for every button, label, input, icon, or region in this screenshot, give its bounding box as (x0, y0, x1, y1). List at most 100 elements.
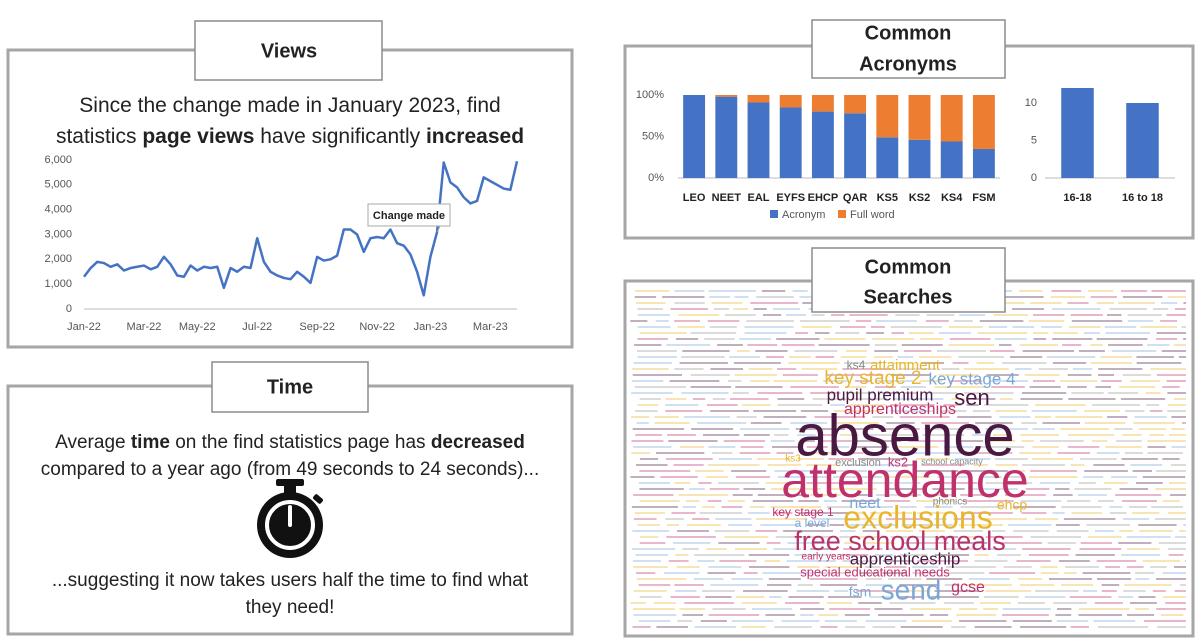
texture-word (739, 428, 790, 430)
text-segment: increased (426, 125, 524, 148)
cloud-word: apprenticeship (850, 549, 961, 568)
texture-word (1083, 332, 1100, 334)
texture-word (746, 320, 794, 322)
texture-word (1061, 506, 1102, 508)
texture-word (757, 392, 803, 394)
texture-word (874, 350, 899, 352)
texture-word (632, 530, 670, 532)
texture-word (1093, 464, 1125, 466)
texture-word (633, 590, 667, 592)
texture-word (1170, 464, 1186, 466)
texture-word (1032, 446, 1059, 448)
texture-word (908, 332, 934, 334)
texture-word (710, 584, 759, 586)
texture-word (765, 614, 795, 616)
texture-word (1097, 626, 1149, 628)
texture-word (1119, 488, 1149, 490)
texture-word (639, 332, 687, 334)
texture-word (1016, 560, 1051, 562)
panel-title: Common (865, 256, 952, 278)
bar (876, 95, 899, 138)
texture-word (885, 488, 924, 490)
texture-word (917, 560, 968, 562)
texture-word (1126, 536, 1171, 538)
texture-word (1156, 470, 1186, 472)
texture-word (800, 614, 814, 616)
legend-swatch (838, 210, 846, 218)
texture-word (1067, 446, 1100, 448)
texture-word (1002, 608, 1051, 610)
stopwatch-icon (257, 479, 323, 558)
texture-word (774, 626, 812, 628)
texture-word (1138, 596, 1156, 598)
y-tick-label: 0% (648, 172, 664, 184)
texture-word (1096, 338, 1148, 340)
texture-word (1020, 398, 1063, 400)
texture-word (1022, 464, 1066, 466)
bar (940, 95, 963, 142)
texture-word (1087, 536, 1122, 538)
texture-word (989, 440, 1016, 442)
paragraph-line: compared to a year ago (from 49 seconds … (41, 459, 540, 480)
texture-word (1183, 302, 1186, 304)
texture-word (777, 476, 829, 478)
x-tick-label: Jan-22 (67, 321, 101, 333)
texture-word (695, 470, 724, 472)
texture-word (1149, 434, 1164, 436)
texture-word (1107, 392, 1139, 394)
texture-word (1156, 332, 1186, 334)
cloud-word: sen (954, 385, 989, 410)
x-tick-label: Nov-22 (359, 321, 394, 333)
bar (747, 95, 770, 103)
texture-word (926, 314, 955, 316)
texture-word (1174, 590, 1186, 592)
texture-word (1086, 524, 1130, 526)
texture-word (736, 596, 765, 598)
texture-word (674, 290, 705, 292)
legend-label: Full word (850, 209, 895, 221)
texture-word (945, 536, 959, 538)
texture-word (1075, 554, 1115, 556)
texture-word (1021, 440, 1034, 442)
x-tick-label: Jan-23 (414, 321, 448, 333)
texture-word (800, 440, 815, 442)
texture-word (1057, 452, 1091, 454)
texture-word (1017, 602, 1045, 604)
texture-word (959, 608, 978, 610)
texture-word (1122, 434, 1142, 436)
texture-word (718, 482, 759, 484)
texture-word (943, 446, 974, 448)
texture-word (989, 572, 1036, 574)
texture-word (637, 356, 677, 358)
texture-word (773, 512, 793, 514)
texture-word (768, 578, 801, 580)
texture-word (810, 548, 836, 550)
texture-word (637, 404, 659, 406)
texture-word (715, 518, 752, 520)
texture-word (1105, 446, 1142, 448)
texture-word (1153, 308, 1169, 310)
texture-word (1033, 338, 1047, 340)
texture-word (1028, 476, 1078, 478)
texture-word (901, 524, 953, 526)
texture-word (1067, 434, 1115, 436)
texture-word (1069, 596, 1112, 598)
texture-word (1100, 356, 1132, 358)
cloud-word: free school meals (794, 526, 1006, 556)
texture-word (1084, 422, 1126, 424)
texture-word (692, 398, 706, 400)
texture-word (665, 458, 713, 460)
texture-word (1136, 362, 1182, 364)
texture-word (675, 554, 689, 556)
texture-word (920, 338, 944, 340)
texture-word (919, 356, 952, 358)
texture-word (856, 446, 889, 448)
texture-word (1041, 326, 1062, 328)
texture-word (889, 602, 936, 604)
texture-word (709, 296, 731, 298)
texture-word (668, 440, 718, 442)
texture-word (719, 560, 757, 562)
texture-word (747, 512, 770, 514)
text-segment: they need! (246, 597, 335, 618)
